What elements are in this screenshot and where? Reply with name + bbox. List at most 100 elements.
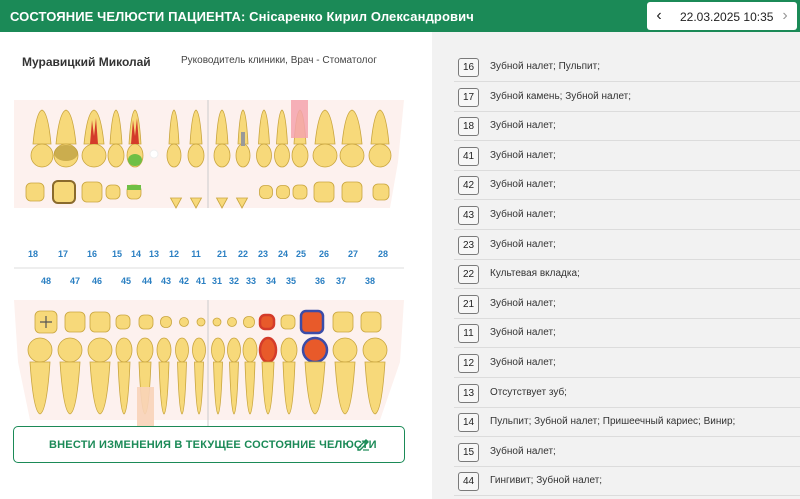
tooth-45-side[interactable] bbox=[115, 337, 133, 415]
tooth-number-33[interactable]: 33 bbox=[245, 276, 256, 286]
tooth-number-31[interactable]: 31 bbox=[211, 276, 222, 286]
tooth-35-occlusal[interactable] bbox=[280, 314, 296, 330]
tooth-26-occlusal[interactable] bbox=[313, 181, 335, 203]
tooth-21-occlusal[interactable] bbox=[215, 197, 229, 209]
tooth-17-side[interactable] bbox=[53, 109, 79, 168]
tooth-14-occlusal[interactable] bbox=[126, 184, 142, 200]
chevron-right-icon[interactable]: › bbox=[782, 7, 788, 24]
condition-row[interactable]: 21 Зубной налет; bbox=[454, 289, 800, 319]
apply-changes-button[interactable]: ВНЕСТИ ИЗМЕНЕНИЯ В ТЕКУЩЕЕ СОСТОЯНИЕ ЧЕЛ… bbox=[13, 426, 405, 463]
date-selector[interactable]: ‹ 22.03.2025 10:35 › bbox=[647, 2, 797, 30]
tooth-number-13[interactable]: 13 bbox=[148, 249, 159, 259]
tooth-44-occlusal[interactable] bbox=[138, 314, 154, 330]
tooth-32-occlusal[interactable] bbox=[227, 317, 237, 327]
tooth-12-side[interactable] bbox=[166, 109, 182, 168]
condition-row[interactable]: 13 Отсутствует зуб; bbox=[454, 378, 800, 408]
tooth-41-occlusal[interactable] bbox=[196, 317, 206, 327]
tooth-21-side[interactable] bbox=[213, 109, 231, 168]
condition-row[interactable]: 23 Зубной налет; bbox=[454, 230, 800, 260]
tooth-33-side[interactable] bbox=[242, 337, 258, 415]
tooth-number-34[interactable]: 34 bbox=[265, 276, 276, 286]
tooth-47-occlusal[interactable] bbox=[64, 311, 86, 333]
tooth-41-side[interactable] bbox=[192, 337, 206, 415]
tooth-36-side[interactable] bbox=[301, 336, 329, 415]
tooth-38-occlusal[interactable] bbox=[360, 311, 382, 333]
tooth-13-side[interactable] bbox=[149, 149, 159, 159]
tooth-43-occlusal[interactable] bbox=[160, 316, 172, 328]
tooth-number-26[interactable]: 26 bbox=[318, 249, 329, 259]
tooth-number-41[interactable]: 41 bbox=[195, 276, 206, 286]
tooth-42-side[interactable] bbox=[175, 337, 189, 415]
tooth-number-28[interactable]: 28 bbox=[377, 249, 388, 259]
tooth-47-side[interactable] bbox=[57, 337, 83, 415]
tooth-46-occlusal[interactable] bbox=[89, 311, 111, 333]
condition-row[interactable]: 42 Зубной налет; bbox=[454, 170, 800, 201]
tooth-32-side[interactable] bbox=[227, 337, 241, 415]
tooth-number-44[interactable]: 44 bbox=[141, 276, 152, 286]
tooth-22-occlusal[interactable] bbox=[235, 197, 249, 209]
tooth-11-side[interactable] bbox=[187, 109, 205, 168]
tooth-42-occlusal[interactable] bbox=[179, 317, 189, 327]
tooth-number-47[interactable]: 47 bbox=[69, 276, 80, 286]
tooth-number-21[interactable]: 21 bbox=[216, 249, 227, 259]
chevron-left-icon[interactable]: ‹ bbox=[656, 7, 662, 24]
tooth-number-11[interactable]: 11 bbox=[191, 249, 201, 259]
tooth-48-occlusal[interactable] bbox=[34, 310, 58, 334]
tooth-14-side[interactable] bbox=[126, 109, 144, 168]
tooth-48-side[interactable] bbox=[27, 337, 53, 415]
tooth-24-side[interactable] bbox=[274, 109, 290, 168]
tooth-number-37[interactable]: 37 bbox=[335, 276, 346, 286]
tooth-number-17[interactable]: 17 bbox=[57, 249, 68, 259]
tooth-37-occlusal[interactable] bbox=[332, 311, 354, 333]
tooth-27-occlusal[interactable] bbox=[341, 181, 363, 203]
condition-row[interactable]: 14 Пульпит; Зубной налет; Пришеечный кари… bbox=[454, 407, 800, 438]
condition-row[interactable]: 22 Культевая вкладка; bbox=[454, 259, 800, 290]
tooth-15-side[interactable] bbox=[107, 109, 125, 168]
condition-row[interactable]: 12 Зубной налет; bbox=[454, 348, 800, 378]
tooth-31-side[interactable] bbox=[211, 337, 225, 415]
tooth-16-side[interactable] bbox=[81, 109, 107, 168]
tooth-number-16[interactable]: 16 bbox=[86, 249, 97, 259]
tooth-34-occlusal[interactable] bbox=[258, 313, 276, 331]
tooth-number-15[interactable]: 15 bbox=[111, 249, 122, 259]
condition-row[interactable]: 18 Зубной налет; bbox=[454, 111, 800, 142]
tooth-number-32[interactable]: 32 bbox=[228, 276, 239, 286]
tooth-number-25[interactable]: 25 bbox=[295, 249, 306, 259]
tooth-23-side[interactable] bbox=[256, 109, 272, 168]
tooth-number-22[interactable]: 22 bbox=[237, 249, 248, 259]
tooth-18-side[interactable] bbox=[30, 109, 54, 168]
tooth-17-occlusal[interactable] bbox=[52, 180, 76, 204]
tooth-18-occlusal[interactable] bbox=[25, 182, 45, 202]
tooth-number-36[interactable]: 36 bbox=[314, 276, 325, 286]
condition-row[interactable]: 17 Зубной камень; Зубной налет; bbox=[454, 82, 800, 112]
condition-row[interactable]: 16 Зубной налет; Пульпит; bbox=[454, 52, 800, 82]
tooth-11-occlusal[interactable] bbox=[189, 197, 203, 209]
tooth-31-occlusal[interactable] bbox=[212, 317, 222, 327]
tooth-43-side[interactable] bbox=[156, 337, 172, 415]
tooth-45-occlusal[interactable] bbox=[115, 314, 131, 330]
tooth-number-12[interactable]: 12 bbox=[168, 249, 179, 259]
tooth-24-occlusal[interactable] bbox=[276, 185, 290, 199]
tooth-number-43[interactable]: 43 bbox=[160, 276, 171, 286]
tooth-number-35[interactable]: 35 bbox=[285, 276, 296, 286]
tooth-28-occlusal[interactable] bbox=[372, 183, 390, 201]
tooth-25-occlusal[interactable] bbox=[292, 184, 308, 200]
tooth-number-14[interactable]: 14 bbox=[130, 249, 141, 259]
tooth-15-occlusal[interactable] bbox=[105, 184, 121, 200]
tooth-number-46[interactable]: 46 bbox=[91, 276, 102, 286]
tooth-26-side[interactable] bbox=[312, 109, 338, 168]
tooth-number-24[interactable]: 24 bbox=[277, 249, 288, 259]
tooth-38-side[interactable] bbox=[362, 337, 388, 415]
condition-row[interactable]: 44 Гингивит; Зубной налет; bbox=[454, 466, 800, 497]
tooth-34-side[interactable] bbox=[258, 336, 278, 415]
tooth-number-42[interactable]: 42 bbox=[178, 276, 189, 286]
tooth-number-38[interactable]: 38 bbox=[364, 276, 375, 286]
tooth-number-27[interactable]: 27 bbox=[347, 249, 358, 259]
tooth-number-48[interactable]: 48 bbox=[40, 276, 51, 286]
tooth-46-side[interactable] bbox=[87, 337, 113, 415]
tooth-35-side[interactable] bbox=[280, 337, 298, 415]
tooth-37-side[interactable] bbox=[332, 337, 358, 415]
condition-row[interactable]: 41 Зубной налет; bbox=[454, 141, 800, 171]
tooth-12-occlusal[interactable] bbox=[169, 197, 183, 209]
tooth-number-45[interactable]: 45 bbox=[120, 276, 131, 286]
